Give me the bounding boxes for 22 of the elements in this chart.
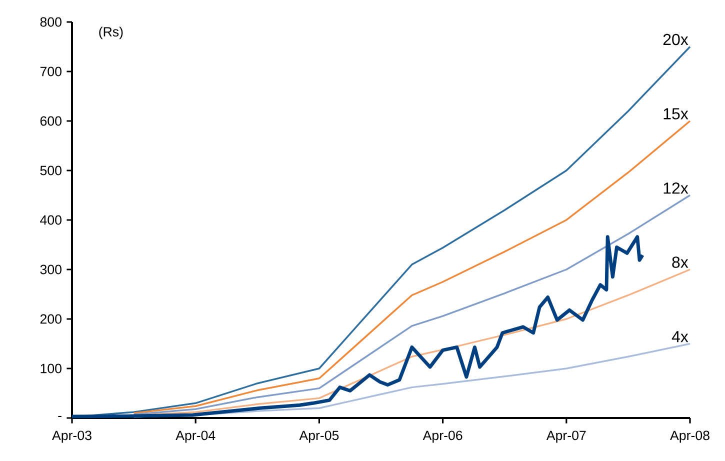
y-tick-label: 700 <box>40 66 62 76</box>
y-tick-label: - <box>58 416 62 417</box>
series-label: 8x <box>672 256 688 268</box>
y-tick-label: 300 <box>40 264 62 274</box>
y-tick-label: 500 <box>40 166 62 176</box>
series-label: 4x <box>672 331 688 342</box>
x-tick-label: Apr-07 <box>546 430 586 443</box>
y-tick-label: 200 <box>40 314 62 324</box>
x-tick-label: Apr-05 <box>299 430 339 443</box>
line-series <box>70 235 644 418</box>
y-tick-label: 800 <box>40 17 62 27</box>
series-label: 15x <box>664 108 688 120</box>
x-tick-label: Apr-06 <box>422 430 462 443</box>
y-axis-title: (Rs) <box>99 26 123 40</box>
y-tick-label: 600 <box>40 116 62 126</box>
y-tick-label: 400 <box>40 215 62 225</box>
series-label: 12x <box>664 182 688 194</box>
x-tick-label: Apr-04 <box>176 430 216 443</box>
x-tick-label: Apr-03 <box>52 430 92 443</box>
y-tick-label: 100 <box>40 364 62 374</box>
series-label: 20x <box>663 34 688 46</box>
x-tick-label: Apr-08 <box>670 430 710 443</box>
